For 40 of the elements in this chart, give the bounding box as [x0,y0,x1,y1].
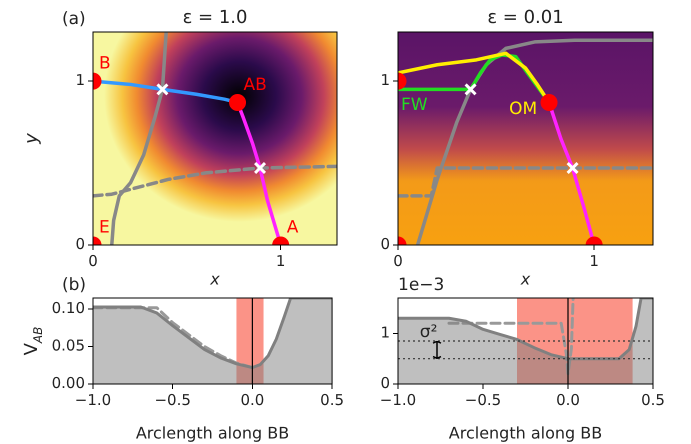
y-tick-label: 0.10 [52,299,85,318]
y-tick-label: 1 [380,323,390,342]
y-axis-title: y [21,132,42,145]
text: (a) [62,9,86,29]
y-tick-label: 0 [380,234,390,253]
x-tick-label: 1 [276,252,286,270]
line-series [448,298,575,376]
x-tick-label: −0.5 [464,390,502,409]
x-axis-title: x [209,270,220,289]
annotation: B [99,54,111,74]
x-tick-label: 0 [393,252,403,270]
annotation: σ² [420,322,438,342]
y-tick-label: 0.05 [52,336,85,354]
y-tick-label: 1 [380,71,390,90]
y-tick-label: 0 [380,374,390,392]
y-tick-label: 0.00 [52,374,85,392]
x-tick-label: −0.5 [154,390,191,409]
annotation: E [99,217,110,238]
annotation: A [286,217,299,238]
x-tick-label: 0 [88,252,98,270]
x-tick-label: −1.0 [74,390,112,409]
y-tick-label: 1 [75,71,85,90]
x-axis-title: Arclength along BB [448,424,602,443]
annotation: AB [244,74,267,95]
chart-title: ε = 1.0 [182,7,248,28]
x-tick-label: 0.5 [641,390,665,409]
x-axis-title: Arclength along BB [136,424,290,443]
text: 1e−3 [398,275,444,295]
x-tick-label: 0.0 [556,390,580,409]
chart-title: ε = 0.01 [487,7,564,28]
x-tick-label: 0.0 [240,390,264,409]
x-tick-label: 0.5 [320,390,344,409]
series-label: OM [509,98,538,119]
x-axis-title: x [520,270,531,289]
y-tick-label: 0 [75,234,85,253]
x-tick-label: −1.0 [380,390,416,409]
y-axis-title: VAB [21,326,45,356]
x-tick-label: 1 [589,252,599,270]
text: (b) [62,275,86,295]
series-label: FW [400,94,428,115]
